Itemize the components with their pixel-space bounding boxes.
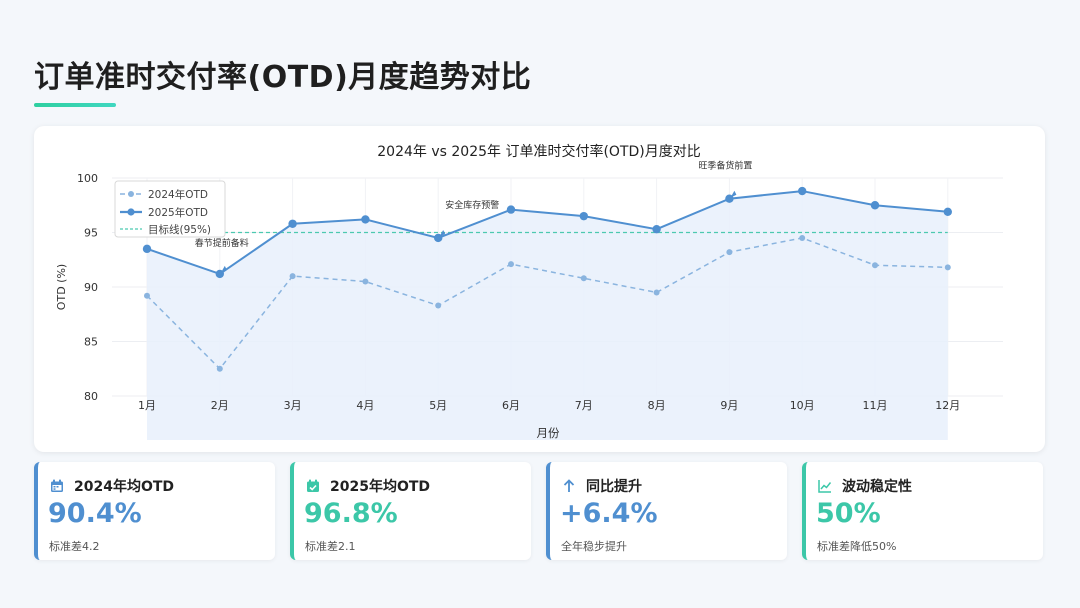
point-2024	[508, 261, 514, 268]
point-2024	[435, 302, 442, 309]
page-title: 订单准时交付率(OTD)月度趋势对比	[34, 60, 532, 95]
area-2025	[147, 191, 948, 440]
y-tick-label: 85	[84, 336, 98, 349]
stat-value: 90.4%	[48, 498, 142, 529]
stat-value: +6.4%	[560, 498, 658, 529]
x-tick-label: 6月	[502, 399, 520, 412]
point-2024	[144, 292, 150, 299]
chart-legend: 2024年OTD 2025年OTD 目标线(95%)	[114, 180, 226, 238]
stat-value: 96.8%	[304, 498, 398, 529]
x-tick-label: 11月	[863, 399, 888, 412]
stat-note: 标准差2.1	[305, 540, 356, 553]
stat-card-volatility: 波动稳定性 50% 标准差降低50%	[802, 462, 1043, 560]
point-2025	[288, 219, 297, 228]
x-tick-label: 10月	[790, 399, 815, 412]
y-axis-label: OTD (%)	[55, 264, 68, 310]
point-2024	[580, 275, 587, 282]
x-tick-label: 8月	[648, 399, 666, 412]
point-2024	[289, 273, 296, 280]
legend-label-2024: 2024年OTD	[148, 188, 208, 201]
calendar-icon	[51, 479, 63, 492]
stat-note: 标准差4.2	[49, 540, 100, 553]
legend-label-2025: 2025年OTD	[148, 206, 208, 219]
series-line-2025	[146, 190, 948, 276]
annotation-label: 春节提前备料	[195, 237, 249, 249]
y-tick-label: 80	[84, 390, 98, 403]
chart-title: 2024年 vs 2025年 订单准时交付率(OTD)月度对比	[377, 143, 700, 160]
otd-line-chart: 2024年 vs 2025年 订单准时交付率(OTD)月度对比 80 85 90 95…	[55, 143, 1003, 440]
point-2024	[216, 365, 223, 372]
stat-card-yoy-improvement: 同比提升 +6.4% 全年稳步提升	[546, 462, 787, 560]
stat-value: 50%	[816, 498, 881, 529]
line-chart-icon	[818, 480, 832, 493]
arrow-up-icon	[563, 479, 575, 492]
legend-label-target: 目标线(95%)	[148, 223, 211, 236]
x-tick-label: 5月	[429, 399, 447, 412]
point-2025	[652, 225, 661, 234]
x-tick-label: 7月	[575, 399, 593, 412]
annotation-label: 旺季备货前置	[698, 160, 752, 172]
stat-label: 同比提升	[586, 479, 642, 495]
annotation-arrow	[730, 190, 737, 198]
point-2024	[872, 262, 878, 269]
y-tick-label: 90	[84, 281, 98, 294]
stat-label: 2025年均OTD	[330, 479, 431, 495]
x-tick-label: 12月	[935, 399, 960, 412]
x-tick-label: 1月	[138, 399, 156, 412]
point-2024	[944, 264, 951, 271]
x-tick-label: 2月	[211, 399, 229, 412]
chart-card: 2024年 vs 2025年 订单准时交付率(OTD)月度对比 80 85 90 95…	[34, 126, 1045, 452]
x-tick-label: 4月	[356, 399, 374, 412]
point-2025	[943, 207, 952, 216]
x-tick-label: 9月	[720, 399, 738, 412]
legend-marker-2024	[128, 191, 134, 197]
annotation-label: 安全库存预警	[445, 199, 499, 211]
point-2025	[506, 205, 516, 214]
stat-card-2024-avg: 2024年均OTD 90.4% 标准差4.2	[34, 462, 275, 560]
calendar-check-icon	[307, 479, 319, 492]
y-tick-label: 100	[77, 172, 98, 185]
stat-label: 2024年均OTD	[74, 479, 175, 495]
point-2024	[726, 249, 733, 256]
legend-marker-2025	[127, 208, 135, 216]
stat-note: 标准差降低50%	[817, 540, 897, 553]
point-2025	[361, 215, 370, 224]
annotation-arrow	[439, 229, 446, 237]
annotation-arrow	[220, 265, 227, 273]
point-2025	[142, 244, 152, 254]
stat-label: 波动稳定性	[842, 479, 912, 495]
x-tick-label: 3月	[284, 399, 302, 412]
point-2024	[653, 289, 660, 296]
point-2025	[579, 211, 588, 221]
series-line-2024	[146, 237, 948, 370]
point-2024	[362, 278, 369, 285]
point-2024	[799, 234, 806, 241]
x-axis-label: 月份	[537, 426, 560, 440]
y-tick-label: 95	[84, 227, 98, 240]
stat-card-2025-avg: 2025年均OTD 96.8% 标准差2.1	[290, 462, 531, 560]
point-2025	[870, 201, 880, 210]
point-2025	[798, 186, 807, 196]
title-underline	[34, 103, 116, 107]
stat-note: 全年稳步提升	[561, 540, 627, 553]
